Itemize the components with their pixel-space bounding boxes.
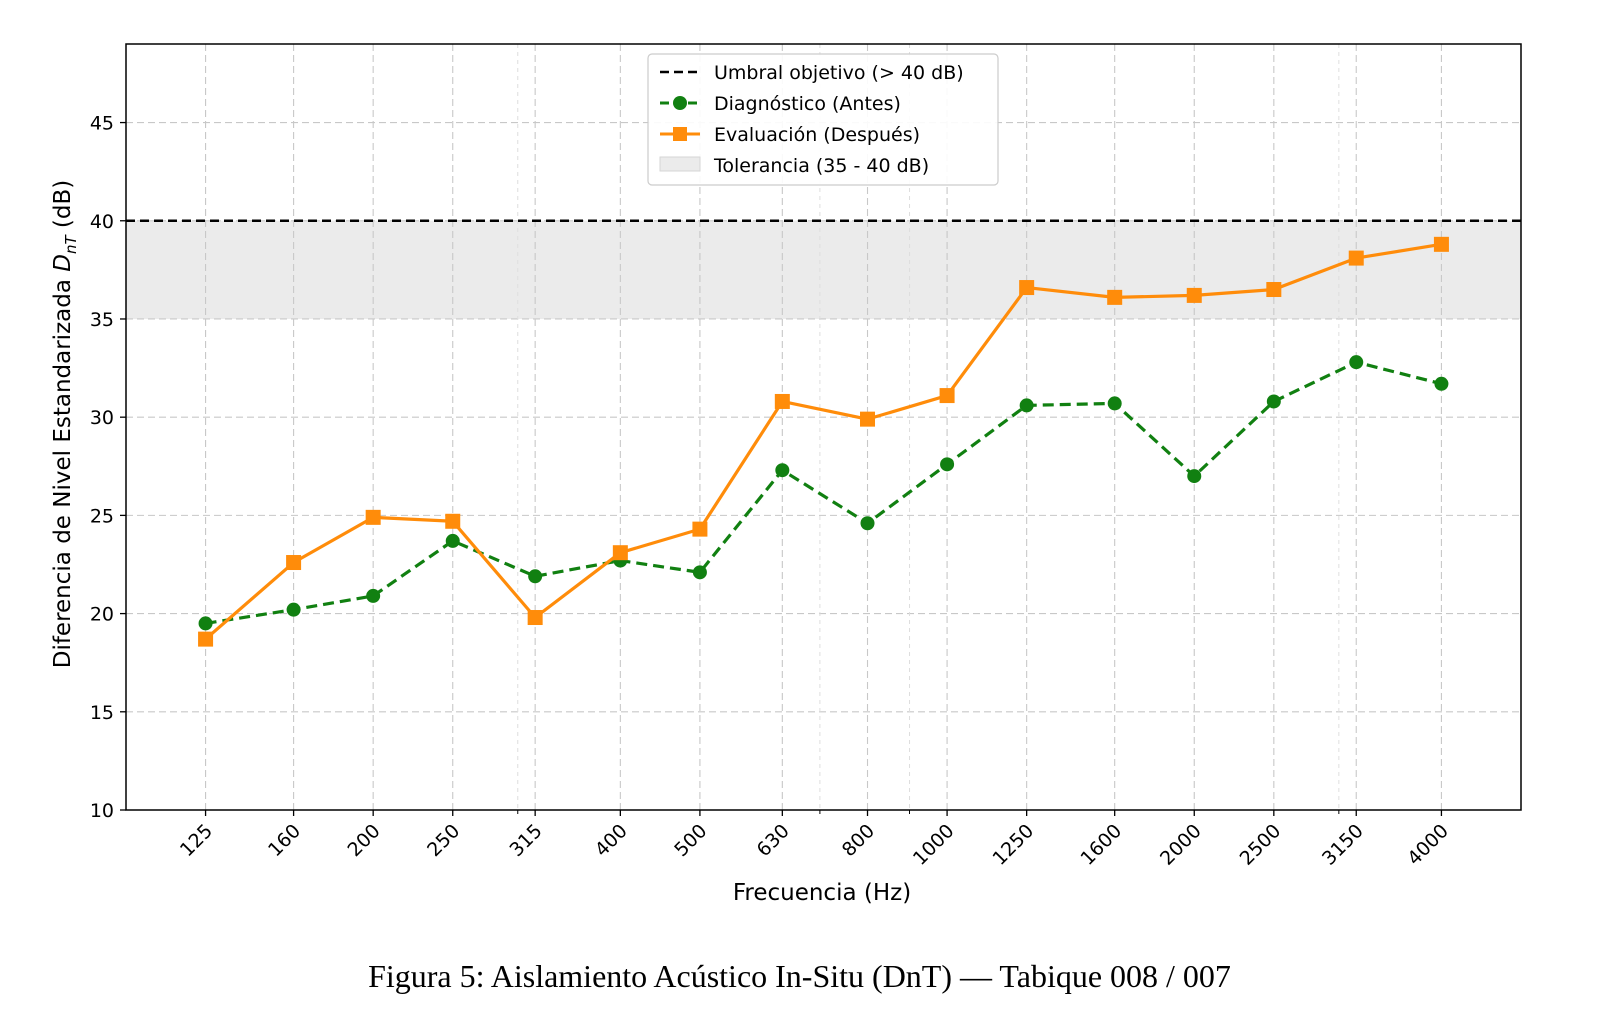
legend-label-evaluacion: Evaluación (Después) — [714, 124, 920, 146]
x-tick-label: 4000 — [1403, 820, 1453, 870]
data-point — [1348, 250, 1364, 266]
data-point — [1107, 396, 1122, 411]
data-point — [775, 463, 790, 478]
figure-caption: Figura 5: Aislamiento Acústico In-Situ (… — [368, 958, 1231, 994]
legend-item-diagnostico: Diagnóstico (Antes) — [660, 93, 901, 115]
data-point — [860, 411, 876, 427]
data-point — [1019, 280, 1035, 296]
series-evaluacion — [198, 236, 1449, 647]
data-point — [366, 588, 381, 603]
data-point — [445, 533, 460, 548]
legend: Umbral objetivo (> 40 dB) Diagnóstico (A… — [647, 53, 999, 186]
data-point — [445, 513, 461, 529]
legend-item-tolerancia: Tolerancia (35 - 40 dB) — [659, 155, 929, 177]
legend-box — [647, 53, 999, 186]
data-point — [939, 388, 955, 404]
legend-marker-square — [673, 127, 687, 141]
x-tick-label: 250 — [423, 820, 464, 861]
data-point — [860, 516, 875, 531]
tolerance-band — [126, 220, 1521, 319]
x-tick-label: 630 — [753, 820, 794, 861]
series-layer — [198, 236, 1449, 647]
x-axis-label: Frecuencia (Hz) — [733, 880, 911, 906]
series-line — [205, 360, 1442, 625]
x-tick-label: 1000 — [909, 820, 959, 870]
y-tick-label: 45 — [90, 113, 114, 135]
legend-label-tolerancia: Tolerancia (35 - 40 dB) — [713, 155, 929, 177]
x-tick-label: 800 — [838, 820, 879, 861]
x-tick-label: 2000 — [1156, 820, 1206, 870]
data-point — [1266, 394, 1281, 409]
data-point — [198, 631, 214, 647]
x-tick-label: 1600 — [1076, 820, 1126, 870]
data-point — [528, 569, 543, 584]
data-point — [1187, 469, 1202, 484]
series-diagnostico — [198, 355, 1449, 631]
x-tick-label: 2500 — [1236, 820, 1286, 870]
legend-label-threshold: Umbral objetivo (> 40 dB) — [714, 62, 964, 84]
y-axis-label-unit: (dB) — [50, 180, 76, 228]
y-axis-label-text: Diferencia de Nivel Estandarizada — [50, 279, 76, 668]
data-point — [1349, 355, 1364, 370]
y-tick-label: 30 — [90, 407, 114, 429]
legend-marker-circle — [673, 96, 687, 110]
x-tick-label: 1250 — [988, 820, 1038, 870]
y-tick-label: 10 — [90, 800, 114, 822]
legend-item-threshold: Umbral objetivo (> 40 dB) — [660, 62, 964, 84]
data-point — [612, 545, 628, 561]
data-point — [286, 602, 301, 617]
data-point — [1186, 287, 1202, 303]
y-tick-label: 35 — [90, 309, 114, 331]
x-tick-label: 3150 — [1318, 820, 1368, 870]
data-point — [198, 616, 213, 631]
y-tick-label: 25 — [90, 505, 114, 527]
x-tick-label: 400 — [591, 820, 632, 861]
plot-frame — [125, 43, 1522, 811]
data-point — [1433, 236, 1449, 252]
data-point — [692, 565, 707, 580]
data-point — [1266, 282, 1282, 298]
x-tick-label: 315 — [505, 820, 546, 861]
y-axis-label-symbol: D — [50, 254, 76, 272]
y-tick-label: 20 — [90, 604, 114, 626]
data-point — [527, 610, 543, 626]
data-point — [692, 521, 708, 537]
y-axis-label: Diferencia de Nivel Estandarizada DnT (d… — [50, 180, 80, 669]
x-tick-label: 500 — [670, 820, 711, 861]
y-tick-label: 40 — [90, 211, 114, 233]
y-axis-label-subscript: nT — [62, 234, 80, 255]
y-tick-label: 15 — [90, 702, 114, 724]
data-point — [940, 457, 955, 472]
x-tick-label: 200 — [344, 820, 385, 861]
data-point — [1019, 398, 1034, 413]
x-tick-label: 160 — [264, 820, 305, 861]
data-point — [1107, 289, 1123, 305]
data-point — [1434, 376, 1449, 391]
legend-label-diagnostico: Diagnóstico (Antes) — [714, 93, 901, 115]
data-point — [365, 509, 381, 525]
data-point — [774, 393, 790, 409]
series-line — [204, 242, 1442, 641]
data-point — [286, 555, 302, 571]
legend-item-evaluacion: Evaluación (Después) — [660, 124, 920, 146]
x-tick-label: 125 — [176, 820, 217, 861]
